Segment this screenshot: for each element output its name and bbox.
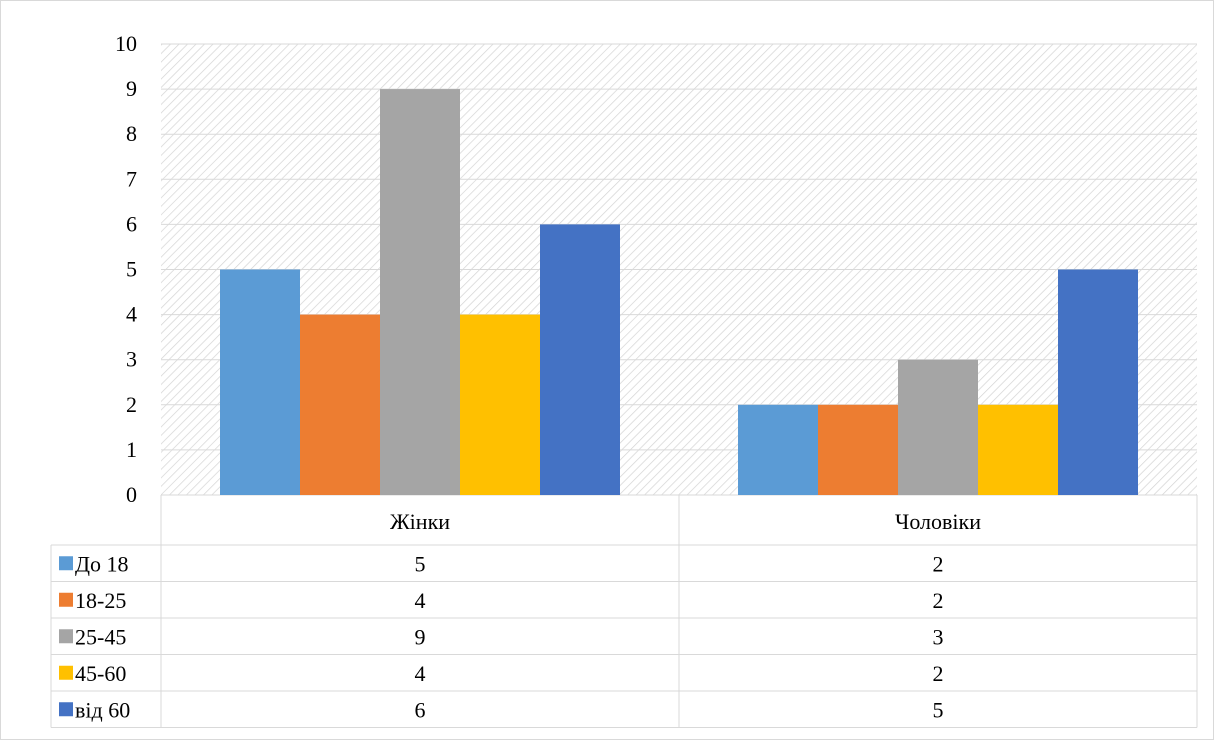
table-cell-value: 2 xyxy=(933,661,944,686)
table-cell-value: 6 xyxy=(415,697,426,722)
x-category-label: Жінки xyxy=(390,509,450,534)
y-tick-label: 8 xyxy=(126,121,137,146)
bar xyxy=(978,404,1058,495)
legend-swatch xyxy=(59,702,73,717)
legend-swatch xyxy=(59,556,73,571)
y-tick-label: 7 xyxy=(126,166,137,191)
legend-label: До 18 xyxy=(75,551,129,576)
table-cell-value: 9 xyxy=(415,624,426,649)
bar xyxy=(818,404,898,495)
bar xyxy=(540,224,620,495)
table-cell-value: 2 xyxy=(933,588,944,613)
bar xyxy=(300,314,380,495)
table-cell-value: 2 xyxy=(933,551,944,576)
bar xyxy=(380,89,460,495)
y-tick-label: 2 xyxy=(126,392,137,417)
bar xyxy=(1058,269,1138,495)
legend-label: 45-60 xyxy=(75,661,126,686)
legend-swatch xyxy=(59,629,73,644)
legend-swatch xyxy=(59,665,73,680)
y-tick-label: 0 xyxy=(126,482,137,507)
bar xyxy=(898,359,978,495)
table-cell-value: 5 xyxy=(415,551,426,576)
y-tick-label: 1 xyxy=(126,437,137,462)
bar xyxy=(738,404,818,495)
legend-label: 18-25 xyxy=(75,588,126,613)
legend-swatch xyxy=(59,592,73,607)
table-cell-value: 5 xyxy=(933,697,944,722)
bar xyxy=(460,314,540,495)
y-tick-label: 5 xyxy=(126,257,137,282)
y-tick-label: 9 xyxy=(126,76,137,101)
y-tick-label: 3 xyxy=(126,347,137,372)
table-cell-value: 4 xyxy=(415,661,426,686)
y-tick-label: 10 xyxy=(115,31,137,56)
legend-label: від 60 xyxy=(75,697,130,722)
table-cell-value: 4 xyxy=(415,588,426,613)
y-tick-label: 6 xyxy=(126,211,137,236)
x-category-label: Чоловіки xyxy=(895,509,981,534)
legend-label: 25-45 xyxy=(75,624,126,649)
y-tick-label: 4 xyxy=(126,302,137,327)
table-cell-value: 3 xyxy=(933,624,944,649)
bar xyxy=(220,269,300,495)
